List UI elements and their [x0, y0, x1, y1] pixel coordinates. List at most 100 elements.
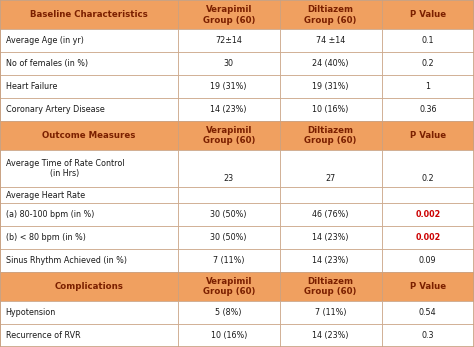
Text: 14 (23%): 14 (23%)	[312, 233, 349, 242]
Text: 27: 27	[326, 174, 336, 183]
Text: 0.09: 0.09	[419, 256, 437, 265]
Text: Baseline Characteristics: Baseline Characteristics	[30, 10, 148, 19]
Bar	[280, 324, 382, 347]
Bar	[382, 301, 474, 324]
Text: 19 (31%): 19 (31%)	[312, 82, 349, 91]
Text: 24 (40%): 24 (40%)	[312, 59, 349, 68]
Bar	[178, 150, 280, 187]
Bar	[382, 324, 474, 347]
Bar	[382, 226, 474, 249]
Bar	[178, 272, 280, 301]
Bar	[0, 52, 178, 75]
Bar	[0, 203, 178, 226]
Bar	[178, 226, 280, 249]
Text: Diltiazem
Group (60): Diltiazem Group (60)	[304, 277, 357, 296]
Bar	[178, 187, 280, 203]
Bar	[280, 75, 382, 98]
Bar	[382, 249, 474, 272]
Bar	[382, 272, 474, 301]
Bar	[382, 75, 474, 98]
Text: 10 (16%): 10 (16%)	[312, 105, 349, 114]
Bar	[178, 52, 280, 75]
Text: 30 (50%): 30 (50%)	[210, 210, 247, 219]
Text: Outcome Measures: Outcome Measures	[42, 131, 136, 140]
Text: Diltiazem
Group (60): Diltiazem Group (60)	[304, 5, 357, 25]
Bar	[178, 98, 280, 121]
Bar	[178, 301, 280, 324]
Text: 23: 23	[224, 174, 234, 183]
Bar	[280, 98, 382, 121]
Text: 0.2: 0.2	[421, 59, 434, 68]
Text: Complications: Complications	[55, 282, 123, 291]
Text: Verapimil
Group (60): Verapimil Group (60)	[202, 5, 255, 25]
Text: 0.3: 0.3	[421, 331, 434, 340]
Bar	[382, 52, 474, 75]
Text: Coronary Artery Disease: Coronary Artery Disease	[6, 105, 104, 114]
Text: P Value: P Value	[410, 10, 446, 19]
Bar	[0, 324, 178, 347]
Text: Average Age (in yr): Average Age (in yr)	[6, 36, 83, 45]
Text: Verapimil
Group (60): Verapimil Group (60)	[202, 126, 255, 145]
Text: Sinus Rhythm Achieved (in %): Sinus Rhythm Achieved (in %)	[6, 256, 127, 265]
Text: 14 (23%): 14 (23%)	[312, 331, 349, 340]
Bar	[280, 121, 382, 150]
Text: 14 (23%): 14 (23%)	[210, 105, 247, 114]
Text: 5 (8%): 5 (8%)	[216, 308, 242, 317]
Text: 14 (23%): 14 (23%)	[312, 256, 349, 265]
Bar	[382, 0, 474, 29]
Text: (a) 80-100 bpm (in %): (a) 80-100 bpm (in %)	[6, 210, 94, 219]
Text: 0.002: 0.002	[415, 210, 440, 219]
Bar	[0, 121, 178, 150]
Bar	[280, 150, 382, 187]
Bar	[178, 324, 280, 347]
Bar	[382, 187, 474, 203]
Bar	[178, 121, 280, 150]
Text: Hypotension: Hypotension	[6, 308, 56, 317]
Text: (b) < 80 bpm (in %): (b) < 80 bpm (in %)	[6, 233, 86, 242]
Text: 30: 30	[224, 59, 234, 68]
Text: 7 (11%): 7 (11%)	[213, 256, 245, 265]
Text: Verapimil
Group (60): Verapimil Group (60)	[202, 277, 255, 296]
Text: 0.36: 0.36	[419, 105, 437, 114]
Text: 0.002: 0.002	[415, 233, 440, 242]
Bar	[280, 249, 382, 272]
Bar	[178, 249, 280, 272]
Bar	[0, 98, 178, 121]
Bar	[178, 29, 280, 52]
Bar	[382, 121, 474, 150]
Bar	[178, 0, 280, 29]
Text: No of females (in %): No of females (in %)	[6, 59, 88, 68]
Bar	[0, 187, 178, 203]
Text: 0.1: 0.1	[421, 36, 434, 45]
Text: Recurrence of RVR: Recurrence of RVR	[6, 331, 80, 340]
Text: P Value: P Value	[410, 282, 446, 291]
Bar	[0, 272, 178, 301]
Bar	[0, 301, 178, 324]
Bar	[280, 0, 382, 29]
Bar	[0, 226, 178, 249]
Text: Heart Failure: Heart Failure	[6, 82, 57, 91]
Bar	[382, 203, 474, 226]
Text: 46 (76%): 46 (76%)	[312, 210, 349, 219]
Text: 7 (11%): 7 (11%)	[315, 308, 346, 317]
Bar	[280, 272, 382, 301]
Text: 72±14: 72±14	[215, 36, 242, 45]
Text: 19 (31%): 19 (31%)	[210, 82, 247, 91]
Bar	[382, 29, 474, 52]
Bar	[178, 75, 280, 98]
Bar	[280, 301, 382, 324]
Text: 10 (16%): 10 (16%)	[210, 331, 247, 340]
Bar	[0, 150, 178, 187]
Text: 0.2: 0.2	[421, 174, 434, 183]
Bar	[178, 203, 280, 226]
Bar	[280, 226, 382, 249]
Bar	[382, 98, 474, 121]
Bar	[280, 187, 382, 203]
Bar	[0, 75, 178, 98]
Text: Average Time of Rate Control
(in Hrs): Average Time of Rate Control (in Hrs)	[6, 159, 124, 178]
Text: 0.54: 0.54	[419, 308, 437, 317]
Bar	[0, 249, 178, 272]
Text: 1: 1	[425, 82, 430, 91]
Bar	[382, 150, 474, 187]
Bar	[280, 29, 382, 52]
